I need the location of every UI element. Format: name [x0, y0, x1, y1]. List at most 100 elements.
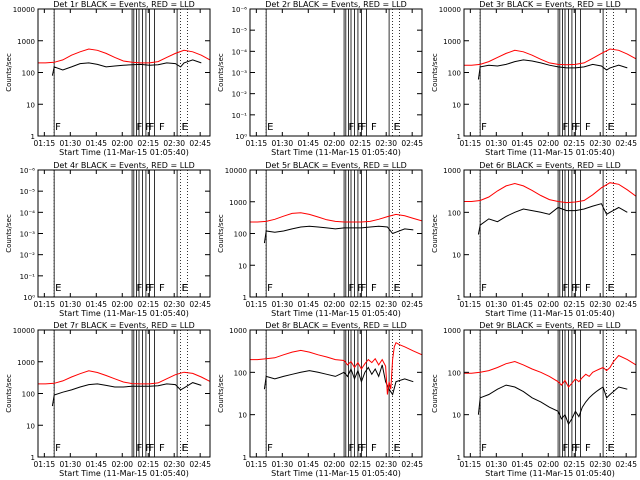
flag-label: F	[394, 283, 400, 294]
y-tick-label: 100	[448, 369, 461, 377]
flag-label: F	[145, 443, 151, 454]
panel-title: Det 3r BLACK = Events, RED = LLD	[479, 0, 621, 9]
x-tick-label: 02:45	[615, 300, 637, 309]
x-tick-label: 02:30	[589, 139, 611, 148]
x-tick-label: 02:15	[137, 139, 159, 148]
flag-label: F	[357, 122, 363, 133]
events-series-line	[51, 382, 202, 407]
x-tick-label: 01:15	[246, 139, 268, 148]
events-series-line	[263, 364, 414, 396]
flag-label: F	[267, 283, 273, 294]
flag-label: F	[349, 443, 355, 454]
x-tick-label: 02:15	[563, 139, 585, 148]
flag-label: F	[349, 283, 355, 294]
flag-label: F	[585, 443, 591, 454]
detector-panel-7: Det 7r BLACK = Events, RED = LLD Start T…	[5, 321, 211, 478]
flag-label: E	[182, 122, 188, 133]
x-tick-label: 02:30	[163, 139, 185, 148]
plot-area	[38, 9, 210, 136]
lld-series-line	[464, 354, 636, 388]
panel-title: Det 1r BLACK = Events, RED = LLD	[53, 0, 195, 9]
y-tick-label: 1000	[229, 199, 247, 207]
y-tick-label: 1	[457, 454, 461, 462]
y-tick-label: 1000	[17, 359, 35, 367]
events-series-line	[477, 59, 628, 80]
x-tick-label: 02:15	[563, 300, 585, 309]
y-tick-label: 100	[22, 391, 35, 399]
flag-label: E	[55, 283, 61, 294]
flag-label: F	[159, 122, 165, 133]
x-tick-label: 01:45	[511, 139, 533, 148]
y-axis-label: Counts/sec	[431, 374, 439, 413]
x-tick-label: 01:45	[511, 300, 533, 309]
x-tick-label: 01:30	[271, 460, 293, 469]
y-tick-label: 10	[452, 252, 461, 260]
x-tick-label: 01:45	[297, 300, 319, 309]
x-tick-label: 02:45	[401, 460, 423, 469]
y-tick-label: 100	[234, 369, 247, 377]
x-tick-label: 01:30	[59, 460, 81, 469]
y-tick-label: 10⁻⁴	[20, 209, 36, 217]
panel-title: Det 6r BLACK = Events, RED = LLD	[479, 161, 621, 170]
x-axis-label: Start Time (11-Mar-15 01:05:40)	[485, 309, 615, 318]
x-axis-label: Start Time (11-Mar-15 01:05:40)	[271, 309, 401, 318]
flag-label: F	[361, 283, 367, 294]
y-tick-label: 10⁻²	[20, 252, 36, 260]
flag-label: E	[182, 283, 188, 294]
x-tick-label: 02:15	[349, 300, 371, 309]
flag-label: F	[575, 283, 581, 294]
panel-title: Det 9r BLACK = Events, RED = LLD	[479, 321, 621, 330]
x-tick-label: 02:00	[111, 460, 133, 469]
y-tick-label: 10	[26, 422, 35, 430]
detector-panel-5: Det 5r BLACK = Events, RED = LLD Start T…	[217, 161, 423, 318]
y-tick-label: 1	[457, 294, 461, 302]
x-tick-label: 01:15	[34, 139, 56, 148]
x-tick-label: 01:15	[246, 460, 268, 469]
plot-frame	[249, 329, 423, 458]
flag-label: F	[394, 443, 400, 454]
y-tick-label: 10000	[225, 167, 247, 175]
flag-label: F	[149, 443, 155, 454]
plot-frame	[249, 169, 423, 298]
y-tick-label: 10	[452, 412, 461, 420]
x-tick-label: 01:45	[85, 139, 107, 148]
plot-frame	[37, 8, 211, 137]
plot-area	[464, 330, 636, 457]
flag-label: F	[137, 283, 143, 294]
flag-label: E	[608, 122, 614, 133]
x-tick-label: 02:45	[401, 300, 423, 309]
x-tick-label: 02:45	[189, 300, 211, 309]
x-tick-label: 02:45	[615, 139, 637, 148]
flag-label: F	[481, 122, 487, 133]
plot-frame	[37, 169, 211, 298]
events-series-line	[263, 225, 414, 244]
y-tick-label: 10	[238, 262, 247, 270]
y-tick-label: 10⁰	[235, 133, 247, 141]
y-tick-label: 10⁻³	[20, 231, 36, 239]
lld-series-line	[250, 212, 422, 223]
x-tick-label: 02:15	[137, 460, 159, 469]
x-tick-label: 02:30	[375, 139, 397, 148]
x-axis-label: Start Time (11-Mar-15 01:05:40)	[485, 469, 615, 478]
y-tick-label: 10⁻³	[232, 70, 248, 78]
x-tick-label: 02:00	[537, 460, 559, 469]
plot-area	[250, 330, 422, 457]
flag-label: F	[371, 283, 377, 294]
plot-area	[53, 170, 188, 297]
flag-label: F	[361, 122, 367, 133]
y-tick-label: 1000	[443, 327, 461, 335]
x-tick-label: 01:15	[460, 460, 482, 469]
flag-label: F	[55, 122, 61, 133]
y-tick-label: 1000	[229, 327, 247, 335]
flag-label: F	[563, 122, 569, 133]
x-axis-label: Start Time (11-Mar-15 01:05:40)	[271, 148, 401, 157]
y-tick-label: 10	[238, 412, 247, 420]
x-tick-label: 01:30	[59, 139, 81, 148]
x-tick-label: 02:45	[615, 460, 637, 469]
plot-area	[38, 330, 210, 457]
detector-panel-2: Det 2r BLACK = Events, RED = LLD Start T…	[217, 0, 423, 157]
lld-series-line	[250, 341, 422, 395]
flag-label: F	[394, 122, 400, 133]
panel-title: Det 8r BLACK = Events, RED = LLD	[265, 321, 407, 330]
flag-label: E	[182, 443, 188, 454]
